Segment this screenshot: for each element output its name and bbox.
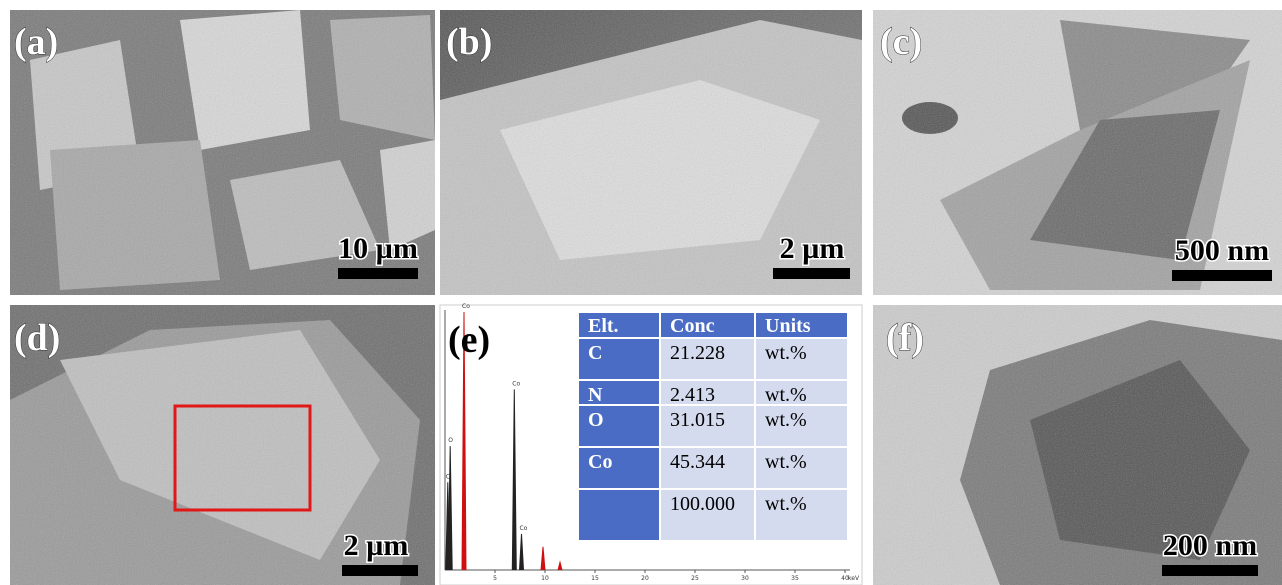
- x-tick-label: 5: [493, 575, 497, 582]
- scale-bar-label: 200 nm: [1163, 529, 1257, 562]
- peak-label: Co: [462, 303, 470, 310]
- panel-a: [10, 10, 435, 295]
- cell: [756, 381, 847, 404]
- panel-label: (a): [14, 21, 58, 63]
- cell: [661, 448, 754, 488]
- scale-bar: [338, 268, 418, 279]
- panel-f: [873, 305, 1282, 585]
- x-tick-label: 35: [791, 575, 799, 582]
- cell: [661, 381, 754, 404]
- cell-text: wt.%: [765, 409, 807, 431]
- cell-text: 100.000: [670, 493, 735, 515]
- cell-text: N: [588, 384, 603, 406]
- panel-d: [10, 305, 435, 585]
- cell: [661, 490, 754, 540]
- scale-bar-label: 10 µm: [338, 232, 418, 265]
- scale-bar-label: 2 µm: [780, 232, 845, 265]
- element-cell: [579, 448, 659, 488]
- scale-bar: [773, 268, 850, 279]
- peak: [519, 533, 524, 571]
- panel-label: (e): [448, 319, 490, 361]
- element-cell: [579, 381, 659, 404]
- cell-text: 21.228: [670, 342, 725, 364]
- panel-e: 5 10 15 20 25 30 35 40 keV C O Co Co Co Elt. Conc Units…: [439, 303, 863, 585]
- cell-text: wt.%: [765, 384, 807, 406]
- element-cell: [579, 406, 659, 446]
- peak: [557, 560, 563, 571]
- header-text: Conc: [670, 315, 715, 337]
- scale-bar: [1172, 270, 1272, 281]
- cell-text: 45.344: [670, 451, 725, 473]
- panel-label: (f): [886, 317, 924, 359]
- scale-bar: [342, 565, 418, 576]
- eds-table: Elt. Conc Units C 21.228 wt.% N 2.413 wt.% O 31.01…: [579, 313, 847, 540]
- cell-text: wt.%: [765, 451, 807, 473]
- cell: [661, 406, 754, 446]
- x-tick-label: 40: [841, 575, 849, 582]
- peak-label: C: [446, 473, 450, 480]
- panel-label: (d): [14, 317, 60, 359]
- x-tick-label: 15: [591, 575, 599, 582]
- header-text: Units: [765, 315, 811, 337]
- cell-text: wt.%: [765, 342, 807, 364]
- annotations: (a) 10 µm (b) 2 µm (c) 500 nm (d) 2 µm (e) (f) 200…: [14, 21, 1272, 576]
- cell: [756, 339, 847, 379]
- cell: [661, 339, 754, 379]
- cell-text: 2.413: [670, 384, 715, 406]
- cell: [756, 406, 847, 446]
- peak: [461, 311, 467, 571]
- element-cell: [579, 490, 659, 540]
- spectrum: 5 10 15 20 25 30 35 40 keV C O Co Co Co: [445, 303, 860, 582]
- cell-text: Co: [588, 451, 612, 473]
- x-tick-label: 30: [741, 575, 749, 582]
- cell-text: wt.%: [765, 493, 807, 515]
- peak-label: O: [448, 437, 453, 444]
- cell: [756, 490, 847, 540]
- cell: [756, 448, 847, 488]
- peak-label: Co: [520, 525, 528, 532]
- header-cell: [661, 313, 754, 337]
- peak: [540, 546, 546, 571]
- header-cell: [756, 313, 847, 337]
- peak: [511, 389, 517, 571]
- scale-bar: [1162, 565, 1258, 576]
- x-tick-label: 20: [641, 575, 649, 582]
- header-text: Elt.: [588, 315, 619, 337]
- panel-c: [873, 10, 1282, 295]
- panel-label: (c): [880, 21, 922, 63]
- cell-text: C: [588, 342, 602, 364]
- peak: [447, 446, 453, 571]
- element-cell: [579, 339, 659, 379]
- panel-b: [440, 10, 862, 295]
- header-cell: [579, 313, 659, 337]
- x-tick-label: 10: [541, 575, 549, 582]
- highlight-box: [173, 404, 312, 512]
- panel-label: (b): [446, 21, 492, 63]
- x-tick-label: 25: [691, 575, 699, 582]
- x-unit: keV: [848, 575, 860, 582]
- cell-text: O: [588, 409, 604, 431]
- peak-label: Co: [512, 380, 520, 387]
- cell-text: 31.015: [670, 409, 725, 431]
- scale-bar-label: 500 nm: [1175, 234, 1269, 267]
- scale-bar-label: 2 µm: [344, 529, 409, 562]
